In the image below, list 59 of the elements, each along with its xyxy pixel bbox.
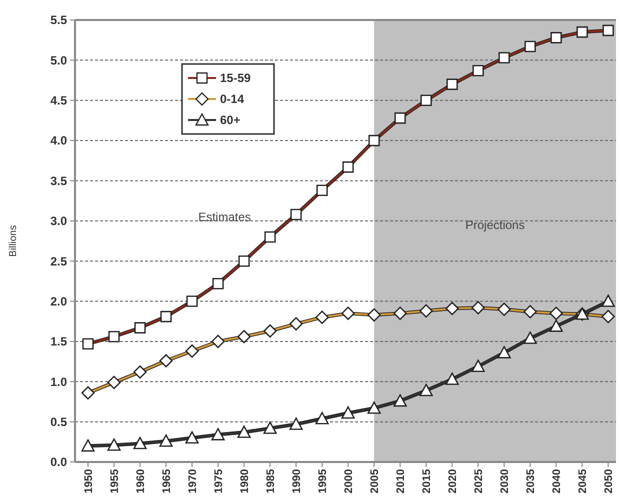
legend-label: 0-14 [220, 92, 244, 106]
point [419, 384, 433, 396]
point [289, 418, 303, 430]
x-tick-label: 1975 [212, 469, 225, 494]
point [550, 320, 563, 332]
x-tick-label: 2045 [577, 469, 590, 494]
point [393, 394, 407, 407]
point [498, 346, 511, 358]
y-tick-label: 1.5 [50, 334, 68, 349]
point [133, 436, 147, 450]
annotation: Estimates [198, 210, 251, 224]
x-tick-label: 1970 [186, 469, 199, 494]
point [341, 406, 355, 419]
y-tick-label: 4.5 [50, 94, 68, 108]
x-tick-label: 2005 [368, 469, 381, 494]
x-tick-label: 2025 [473, 469, 485, 494]
point [367, 402, 381, 414]
point [263, 422, 277, 434]
x-tick-label: 2030 [499, 469, 512, 494]
x-tick-label: 2035 [525, 469, 538, 494]
y-tick-label: 4.0 [50, 134, 68, 148]
point [315, 412, 329, 424]
x-tick-label: 2010 [394, 469, 407, 494]
y-tick-label: 2.5 [50, 254, 68, 268]
y-tick-label: 5.5 [50, 13, 68, 28]
x-tick-label: 2040 [551, 469, 564, 494]
point [81, 439, 95, 452]
point [472, 360, 485, 372]
y-tick-label: 3.0 [50, 214, 68, 228]
point [602, 294, 615, 307]
x-tick-label: 1990 [290, 469, 303, 494]
y-tick-label: 0.5 [50, 415, 68, 430]
band-label: Projections [465, 218, 525, 232]
y-tick-label: 5.0 [50, 53, 68, 68]
legend-label: 15-59 [220, 71, 252, 86]
point [445, 372, 459, 385]
x-tick-label: 1960 [134, 469, 147, 494]
x-tick-label: 1985 [264, 469, 277, 494]
y-axis-title: Billions [8, 225, 19, 257]
y-tick-label: 3.5 [50, 174, 68, 188]
point [107, 438, 121, 451]
x-tick-label: 2020 [446, 469, 459, 494]
y-tick-label: 1.0 [50, 374, 68, 389]
x-tick-label: 1995 [316, 469, 329, 494]
x-tick-label: 2015 [420, 469, 433, 494]
point [159, 434, 173, 447]
point [185, 431, 199, 444]
x-tick-label: 1950 [82, 469, 95, 494]
x-tick-label: 1980 [238, 469, 251, 494]
x-tick-label: 2000 [342, 469, 355, 494]
point [524, 332, 537, 344]
x-tick-label: 2050 [603, 469, 616, 494]
y-tick-label: 2.0 [50, 294, 68, 308]
y-tick-label: 0.0 [50, 455, 68, 470]
point [211, 428, 225, 440]
x-tick-label: 1965 [160, 469, 173, 494]
legend-label: 60+ [220, 113, 240, 128]
point [237, 426, 251, 438]
x-tick-label: 1955 [108, 469, 121, 494]
